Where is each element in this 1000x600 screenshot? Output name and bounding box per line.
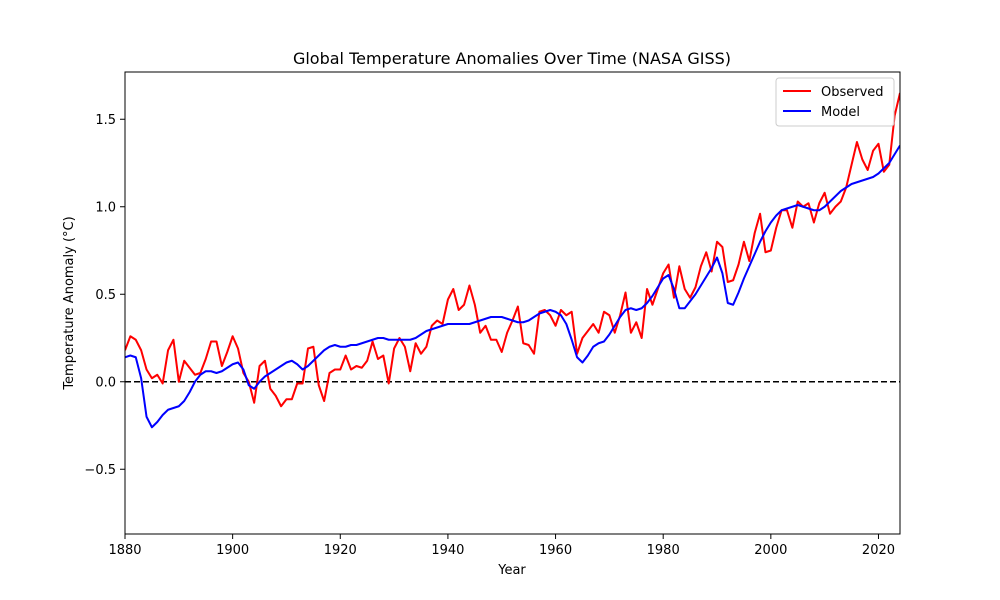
series-line-model xyxy=(125,144,900,429)
legend: Observed Model xyxy=(775,77,895,127)
legend-label-observed: Observed xyxy=(821,85,884,100)
series-layer xyxy=(125,92,900,429)
x-tick-label: 1920 xyxy=(324,543,357,558)
x-tick-label: 1960 xyxy=(539,543,572,558)
x-tick-label: 1900 xyxy=(216,543,249,558)
y-tick-label: 1.5 xyxy=(95,113,116,128)
y-tick-label: −0.5 xyxy=(84,463,116,478)
x-axis-ticks: 1880 1900 1920 1940 1960 1980 2000 2020 xyxy=(108,534,895,558)
y-tick-label: 0.0 xyxy=(95,375,116,390)
plot-frame xyxy=(124,71,901,535)
x-tick-label: 1980 xyxy=(647,543,680,558)
x-tick-label: 2000 xyxy=(754,543,787,558)
legend-label-model: Model xyxy=(821,105,860,120)
y-axis-label: Temperature Anomaly (°C) xyxy=(62,216,77,390)
x-tick-label: 1940 xyxy=(431,543,464,558)
y-tick-label: 0.5 xyxy=(95,288,116,303)
y-axis-ticks: −0.5 0.0 0.5 1.0 1.5 xyxy=(84,113,125,478)
x-tick-label: 1880 xyxy=(108,543,141,558)
chart-title: Global Temperature Anomalies Over Time (… xyxy=(293,49,731,68)
x-tick-label: 2020 xyxy=(862,543,895,558)
y-tick-label: 1.0 xyxy=(95,200,116,215)
x-axis-label: Year xyxy=(497,563,526,578)
